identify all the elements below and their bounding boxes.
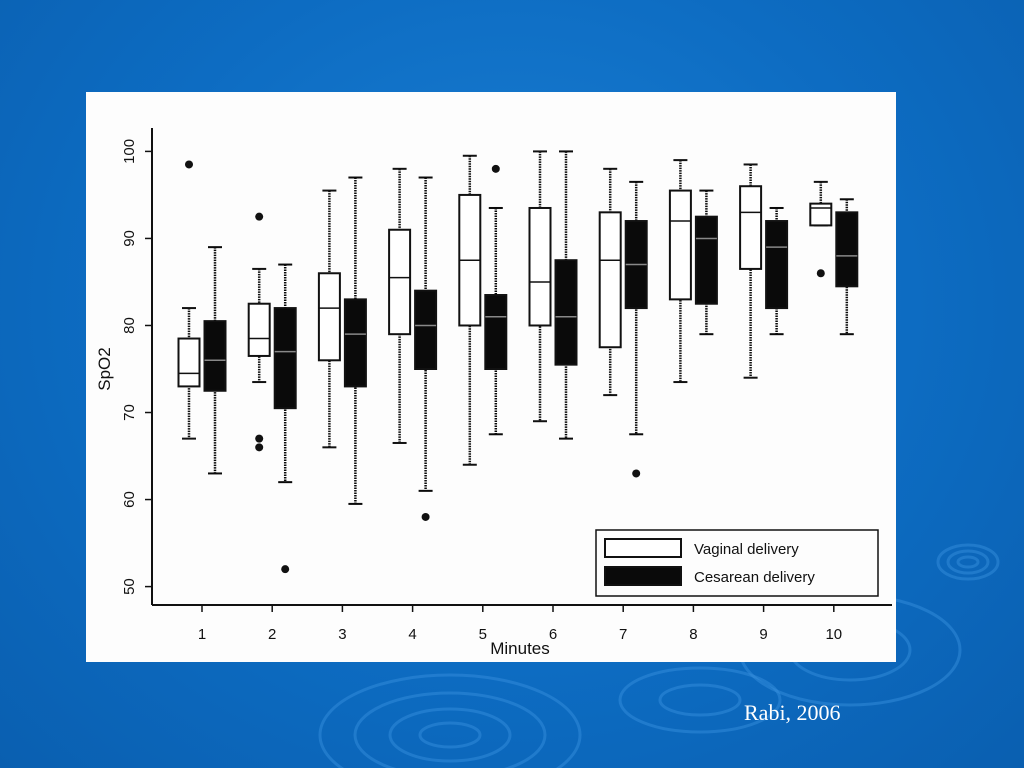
- legend: Vaginal delivery Cesarean delivery: [595, 529, 879, 597]
- box-cesarean: [765, 206, 789, 336]
- box-vaginal: [388, 167, 412, 444]
- legend-swatch-cesarean: [604, 566, 682, 586]
- legend-swatch-vaginal: [604, 538, 682, 558]
- ripple-ring: [618, 666, 782, 734]
- box-iqr: [203, 320, 227, 392]
- box-iqr: [343, 298, 367, 388]
- box-iqr: [668, 189, 692, 301]
- y-tick-label: 50: [121, 578, 138, 595]
- box-cesarean: [694, 189, 718, 336]
- x-tick-label: 9: [759, 626, 767, 643]
- y-tick-label: 80: [121, 317, 138, 334]
- chart-panel: 50 60 70 80 90 100 1 2 3 4 5 6 7 8 9 10 Minutes SpO2 Vagin…: [86, 92, 896, 662]
- box-vaginal: [598, 167, 622, 397]
- x-tick-label: 3: [338, 626, 346, 643]
- box-iqr: [388, 228, 412, 336]
- ripple-ring: [936, 543, 1000, 581]
- x-tick-label: 6: [549, 626, 557, 643]
- box-cesarean: [414, 176, 438, 521]
- box-iqr: [835, 211, 859, 288]
- citation: Rabi, 2006: [744, 700, 841, 725]
- outlier-point: [281, 565, 290, 574]
- ripple-ring: [658, 683, 742, 717]
- x-tick-label: 10: [825, 626, 842, 643]
- legend-label-cesarean: Cesarean delivery: [694, 569, 815, 586]
- y-tick-label: 100: [121, 139, 138, 164]
- box-iqr: [809, 202, 833, 227]
- box-iqr: [528, 206, 552, 327]
- box-cesarean: [203, 246, 227, 475]
- outlier-point: [255, 212, 264, 221]
- box-iqr: [598, 211, 622, 349]
- outlier-point: [421, 512, 430, 521]
- box-vaginal: [247, 212, 271, 452]
- x-tick-label: 4: [408, 626, 416, 643]
- ripple-ring: [956, 555, 980, 569]
- box-cesarean: [343, 176, 367, 505]
- outlier-point: [185, 160, 193, 169]
- y-tick-label: 90: [121, 230, 138, 247]
- box-iqr: [414, 289, 438, 371]
- box-vaginal: [177, 160, 201, 440]
- y-tick-label: 70: [121, 404, 138, 421]
- legend-label-vaginal: Vaginal delivery: [694, 541, 799, 558]
- box-iqr: [273, 307, 297, 410]
- x-tick-label: 2: [268, 626, 276, 643]
- y-axis-title: SpO2: [95, 347, 114, 390]
- y-tick-label: 60: [121, 491, 138, 508]
- ripple-ring: [418, 721, 482, 749]
- box-cesarean: [554, 150, 578, 440]
- x-tick-label: 1: [198, 626, 206, 643]
- x-tick-label: 8: [689, 626, 697, 643]
- x-tick-label: 7: [619, 626, 627, 643]
- box-iqr: [317, 272, 341, 362]
- outlier-point: [632, 469, 641, 478]
- ripple-ring: [388, 707, 512, 763]
- box-vaginal: [739, 163, 763, 379]
- box-cesarean: [484, 164, 508, 436]
- box-iqr: [554, 259, 578, 366]
- box-vaginal: [458, 154, 482, 466]
- box-cesarean: [273, 263, 297, 574]
- x-axis-title: Minutes: [490, 639, 550, 658]
- box-vaginal: [668, 159, 692, 384]
- box-vaginal: [317, 189, 341, 449]
- box-iqr: [739, 185, 763, 270]
- outlier-point: [816, 269, 825, 278]
- box-iqr: [484, 294, 508, 371]
- box-iqr: [694, 215, 718, 305]
- box-iqr: [765, 220, 789, 310]
- boxplot-chart: 50 60 70 80 90 100 1 2 3 4 5 6 7 8 9 10 Minutes SpO2 Vagin…: [95, 128, 892, 658]
- ripple-ring: [946, 549, 990, 575]
- box-vaginal: [809, 180, 833, 278]
- outlier-point: [255, 443, 264, 452]
- box-iqr: [247, 302, 271, 357]
- box-vaginal: [528, 150, 552, 423]
- outlier-point: [255, 434, 264, 443]
- x-tick-label: 5: [479, 626, 487, 643]
- outlier-point: [491, 164, 500, 173]
- box-iqr: [177, 337, 201, 388]
- ripple-ring: [318, 673, 582, 768]
- box-cesarean: [835, 198, 859, 336]
- ripple-ring: [353, 691, 547, 768]
- box-cesarean: [624, 180, 648, 478]
